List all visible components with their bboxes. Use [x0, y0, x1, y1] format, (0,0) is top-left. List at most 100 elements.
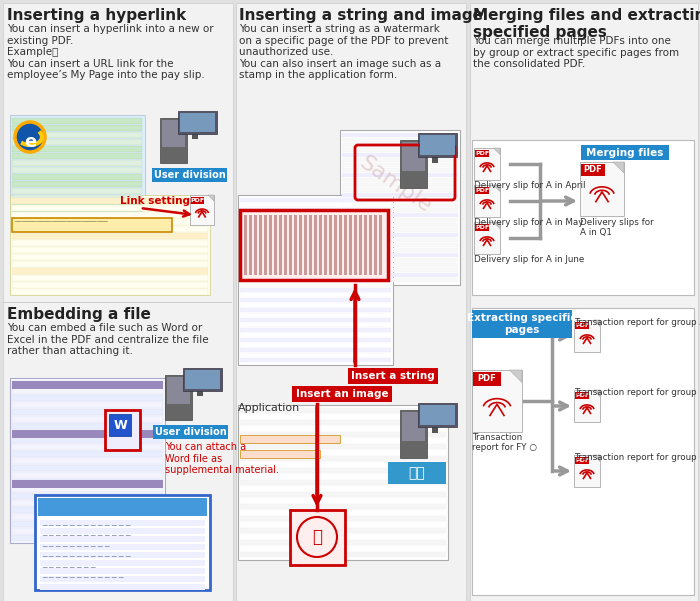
- Bar: [344, 215, 347, 275]
- Bar: [472, 308, 694, 595]
- Bar: [240, 203, 391, 207]
- Bar: [342, 188, 458, 192]
- Text: Inserting a string and image: Inserting a string and image: [239, 8, 483, 23]
- Bar: [12, 444, 163, 450]
- Bar: [581, 164, 606, 176]
- Bar: [240, 318, 391, 322]
- Bar: [342, 223, 458, 227]
- Bar: [240, 313, 391, 317]
- Bar: [3, 302, 232, 303]
- Polygon shape: [594, 390, 600, 397]
- Bar: [12, 289, 208, 295]
- Text: PDF: PDF: [575, 393, 589, 398]
- Bar: [240, 273, 391, 277]
- Bar: [12, 430, 163, 438]
- Bar: [474, 148, 500, 180]
- Bar: [12, 205, 208, 211]
- Bar: [12, 198, 208, 204]
- Bar: [342, 183, 458, 187]
- Bar: [342, 173, 458, 177]
- Bar: [249, 215, 252, 275]
- Bar: [12, 219, 208, 225]
- Bar: [402, 142, 425, 171]
- Bar: [12, 188, 142, 194]
- Bar: [12, 381, 163, 387]
- Bar: [240, 420, 446, 425]
- Bar: [420, 405, 455, 425]
- Bar: [240, 522, 446, 527]
- Bar: [12, 146, 142, 152]
- Bar: [109, 414, 131, 436]
- Polygon shape: [594, 320, 600, 326]
- Bar: [342, 148, 458, 152]
- Bar: [40, 528, 205, 534]
- Bar: [240, 348, 391, 352]
- Bar: [289, 215, 292, 275]
- Circle shape: [15, 122, 45, 152]
- Text: Merging files: Merging files: [587, 147, 664, 157]
- Bar: [339, 215, 342, 275]
- Bar: [12, 486, 163, 492]
- Bar: [240, 228, 391, 232]
- Bar: [240, 308, 391, 312]
- Bar: [240, 198, 391, 202]
- Text: PDF: PDF: [575, 323, 589, 328]
- Bar: [240, 268, 391, 272]
- Bar: [359, 215, 362, 275]
- Bar: [388, 462, 446, 484]
- Bar: [342, 233, 458, 237]
- Bar: [334, 215, 337, 275]
- Bar: [10, 378, 165, 543]
- Bar: [472, 140, 694, 295]
- Bar: [238, 195, 393, 365]
- Text: You can attach a
Word file as
supplemental material.: You can attach a Word file as supplement…: [165, 442, 279, 475]
- Bar: [12, 223, 142, 229]
- Text: PDF: PDF: [575, 458, 589, 463]
- Bar: [12, 132, 142, 138]
- Bar: [279, 215, 282, 275]
- Bar: [180, 113, 215, 132]
- Bar: [40, 584, 205, 590]
- Bar: [152, 168, 227, 182]
- Bar: [12, 514, 163, 520]
- Bar: [3, 3, 233, 601]
- Bar: [12, 254, 208, 260]
- Bar: [12, 226, 208, 232]
- Bar: [470, 3, 698, 601]
- Bar: [472, 370, 522, 432]
- Polygon shape: [510, 370, 522, 382]
- Bar: [12, 139, 142, 145]
- Text: e: e: [24, 133, 36, 151]
- Bar: [40, 552, 205, 558]
- Bar: [575, 392, 589, 399]
- Text: W: W: [113, 419, 127, 432]
- Bar: [319, 215, 322, 275]
- Bar: [342, 133, 458, 137]
- Bar: [349, 215, 352, 275]
- Bar: [183, 368, 222, 391]
- Bar: [40, 560, 205, 566]
- Bar: [574, 455, 600, 487]
- Bar: [342, 278, 458, 282]
- Text: Extracting specific
pages: Extracting specific pages: [467, 313, 577, 335]
- Bar: [400, 410, 427, 458]
- Text: PDF: PDF: [584, 165, 603, 174]
- Bar: [12, 528, 163, 534]
- Bar: [240, 303, 391, 307]
- Bar: [240, 258, 391, 262]
- Bar: [190, 195, 214, 225]
- Bar: [12, 500, 163, 506]
- Bar: [294, 215, 297, 275]
- Text: 承認: 承認: [409, 466, 426, 480]
- Bar: [240, 278, 391, 282]
- Bar: [274, 215, 277, 275]
- Text: PDF: PDF: [475, 188, 489, 193]
- Bar: [240, 338, 391, 342]
- Bar: [240, 444, 446, 449]
- Bar: [342, 168, 458, 172]
- Bar: [167, 377, 190, 404]
- Bar: [342, 143, 458, 147]
- Bar: [475, 150, 489, 157]
- Bar: [191, 197, 204, 204]
- Bar: [40, 536, 205, 542]
